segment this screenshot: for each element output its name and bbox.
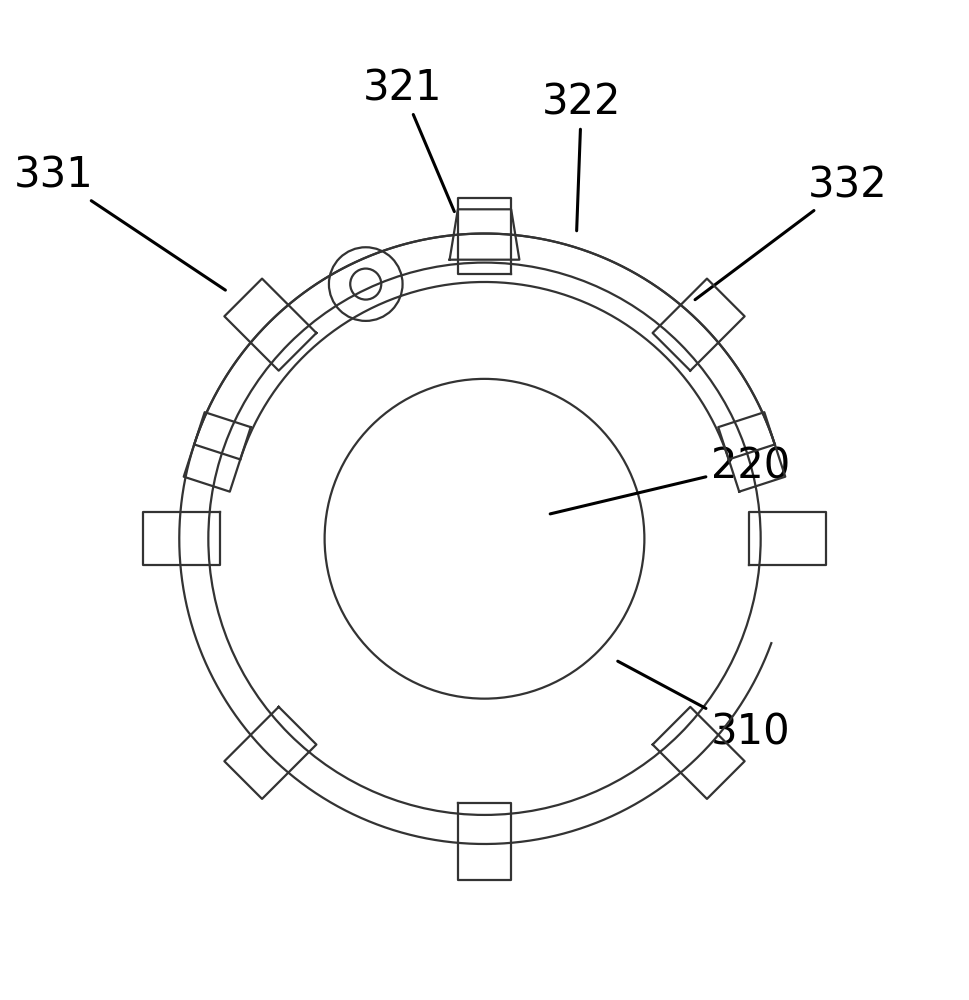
- Text: 322: 322: [542, 82, 621, 231]
- Text: 321: 321: [362, 67, 454, 212]
- Text: 310: 310: [618, 661, 791, 754]
- Text: 332: 332: [695, 164, 888, 300]
- Text: 331: 331: [14, 154, 226, 290]
- Text: 220: 220: [550, 445, 791, 514]
